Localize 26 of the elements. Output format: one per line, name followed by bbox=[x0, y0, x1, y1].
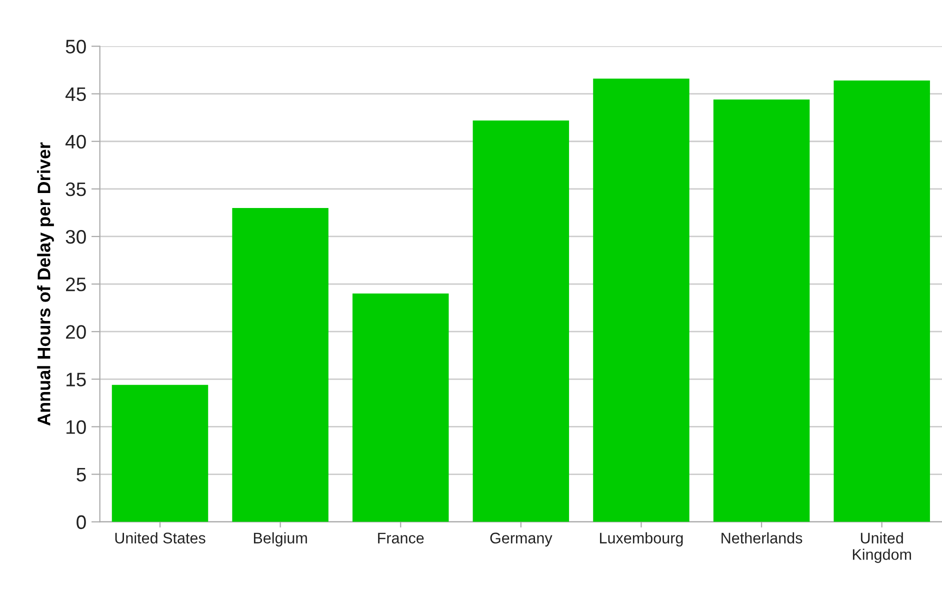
y-tick-label: 15 bbox=[66, 372, 86, 386]
y-tick-label: 5 bbox=[76, 468, 86, 482]
y-tick-label: 30 bbox=[66, 230, 86, 244]
y-tick-label: 0 bbox=[76, 515, 86, 530]
bar bbox=[232, 208, 328, 522]
bar bbox=[713, 100, 810, 522]
y-tick-label: 45 bbox=[65, 87, 86, 102]
y-axis-title: Annual Hours of Delay per Driver bbox=[37, 142, 54, 426]
x-tick-label: France bbox=[378, 532, 424, 544]
y-tick-label: 35 bbox=[66, 182, 86, 196]
y-tick-label: 10 bbox=[66, 420, 86, 434]
y-tick-label: 40 bbox=[65, 134, 86, 149]
bar bbox=[352, 294, 449, 522]
x-tick-label: Belgium bbox=[254, 532, 307, 546]
bar bbox=[472, 120, 570, 522]
x-tick-label: United States bbox=[115, 532, 206, 544]
bar bbox=[112, 384, 208, 522]
y-tick-label: 50 bbox=[66, 40, 86, 54]
x-tick-label: Germany bbox=[490, 532, 552, 546]
y-tick-label: 20 bbox=[66, 325, 86, 339]
y-tick-label: 25 bbox=[66, 278, 86, 292]
x-tick-label: Netherlands bbox=[722, 532, 802, 544]
bar bbox=[593, 78, 690, 522]
bar bbox=[834, 80, 930, 522]
x-tick-label: Luxembourg bbox=[600, 532, 683, 546]
x-tick-label: United Kingdom bbox=[852, 532, 911, 563]
